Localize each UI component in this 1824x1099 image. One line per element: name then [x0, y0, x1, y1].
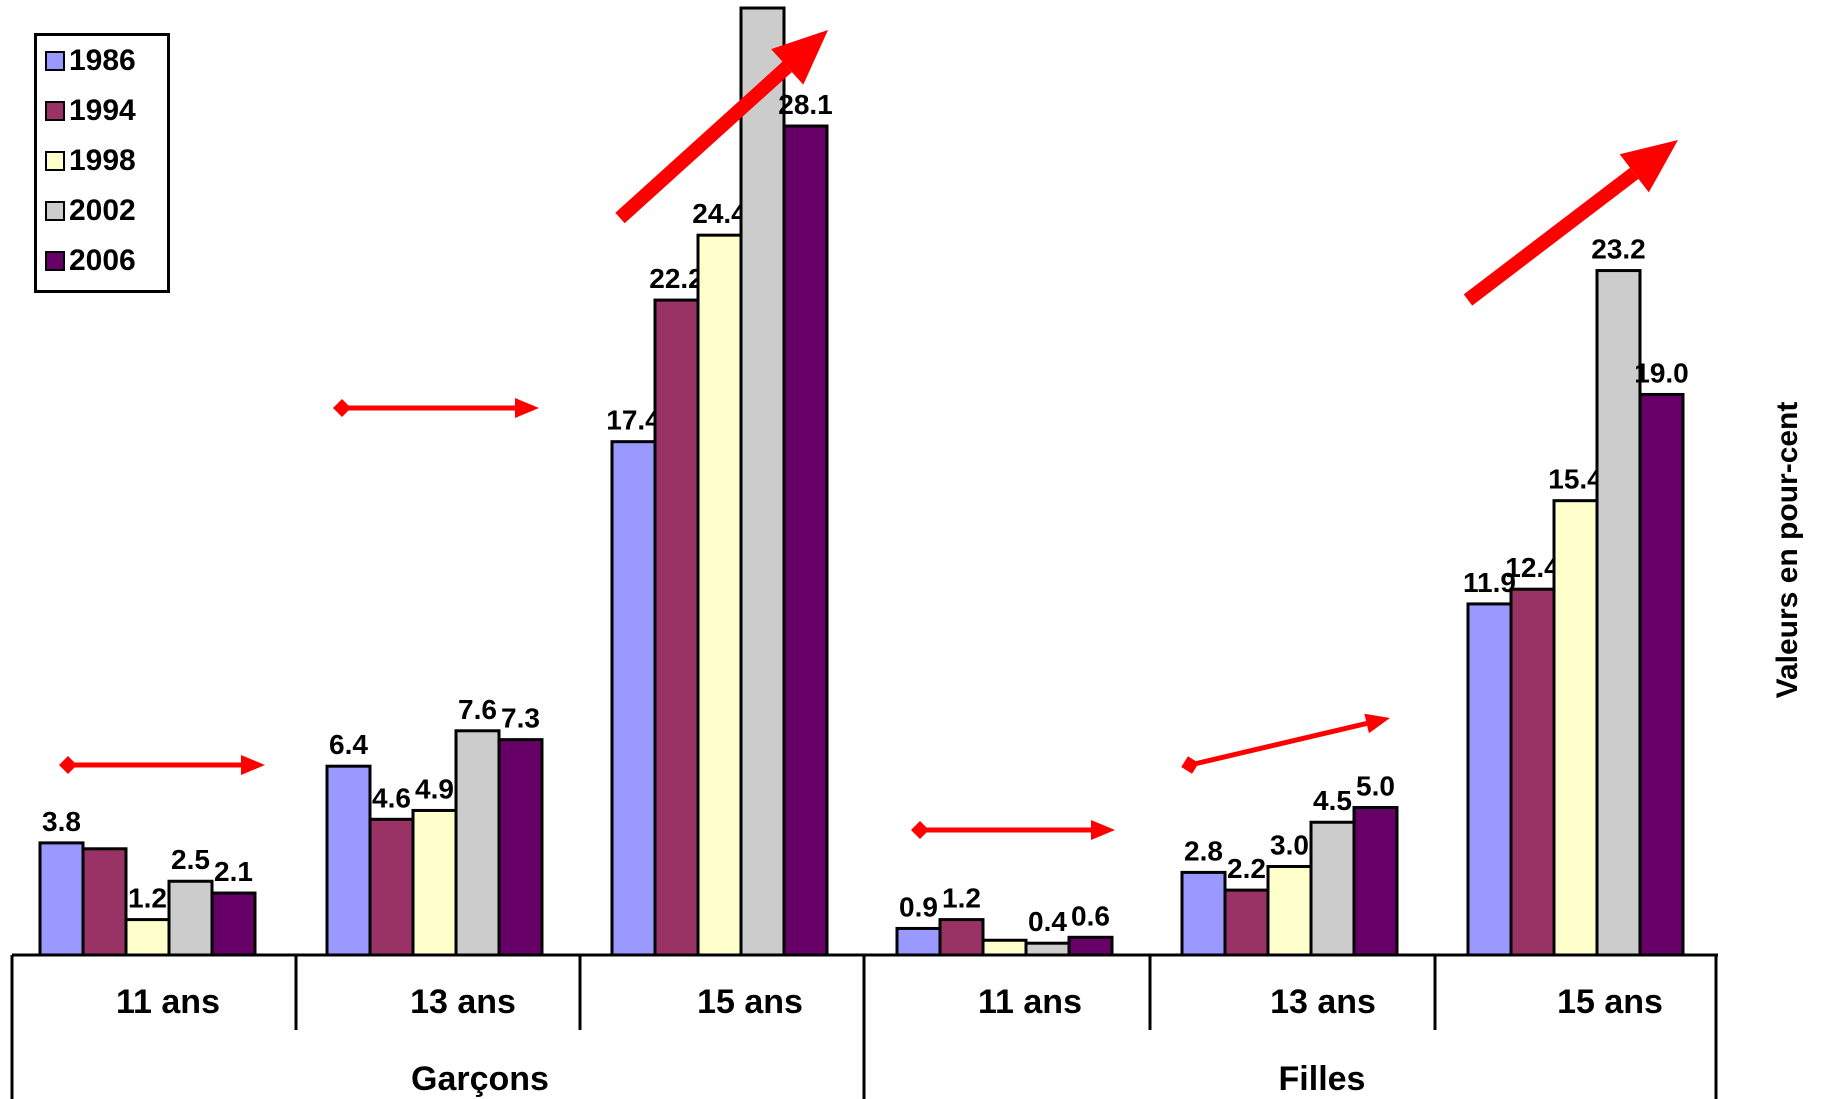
- bar-1994-5: [1223, 888, 1270, 957]
- category-label-3: 15 ans: [697, 983, 803, 1021]
- bar-2006-4: [1067, 935, 1114, 957]
- trend-arrow-tail-2: [333, 399, 351, 417]
- trend-arrow-5: [1189, 721, 1368, 768]
- category-label-5: 13 ans: [1270, 983, 1376, 1021]
- data-label-1994-6: 12.4: [1505, 552, 1560, 583]
- data-label-1994-5: 2.2: [1227, 853, 1266, 884]
- legend-item-2002: 2002: [37, 186, 167, 236]
- bar-1998-2: [411, 808, 458, 957]
- data-label-2002-5: 4.5: [1313, 785, 1352, 816]
- legend-label-1994: 1994: [69, 94, 136, 127]
- data-label-1998-6: 15.4: [1548, 464, 1603, 495]
- data-label-1986-2: 6.4: [329, 729, 368, 760]
- bar-2002-3: [739, 6, 786, 957]
- trend-arrow-head-3: [771, 30, 828, 85]
- bar-1986-1: [38, 841, 85, 957]
- data-label-2006-5: 5.0: [1356, 770, 1395, 801]
- legend-swatch-2006: [45, 251, 65, 271]
- data-label-1986-5: 2.8: [1184, 835, 1223, 866]
- legend-item-1998: 1998: [37, 136, 167, 186]
- data-label-2006-4: 0.6: [1071, 900, 1110, 931]
- category-label-1: 11 ans: [116, 983, 220, 1021]
- bar-1998-3: [696, 233, 743, 957]
- trend-arrow-6: [1463, 167, 1639, 306]
- bar-2006-5: [1352, 805, 1399, 957]
- data-label-2002-4: 0.4: [1028, 906, 1067, 937]
- data-label-2006-1: 2.1: [214, 856, 253, 887]
- data-label-2002-2: 7.6: [458, 694, 497, 725]
- trend-arrow-3: [615, 61, 792, 224]
- data-label-1986-4: 0.9: [899, 891, 938, 922]
- bar-2002-5: [1309, 820, 1356, 957]
- trend-arrow-head-6: [1619, 140, 1678, 193]
- data-label-1994-2: 4.6: [372, 782, 411, 813]
- data-label-2002-3: 32.1: [735, 0, 790, 2]
- bar-2006-3: [782, 124, 829, 957]
- data-label-1986-1: 3.8: [42, 806, 81, 837]
- bar-1998-5: [1266, 864, 1313, 957]
- bar-1998-4: [981, 938, 1028, 957]
- bar-1986-2: [325, 764, 372, 957]
- legend: 1986 1994 1998 2002 2006: [34, 33, 170, 293]
- trend-arrow-tail-5: [1181, 756, 1199, 774]
- category-label-4: 11 ans: [978, 983, 1082, 1021]
- trend-arrow-head-1: [241, 755, 265, 775]
- bar-1994-6: [1509, 587, 1556, 957]
- bar-1994-4: [938, 918, 985, 957]
- bar-2006-6: [1638, 392, 1685, 957]
- bar-2002-4: [1024, 941, 1071, 957]
- data-label-1998-1: 1.2: [128, 883, 167, 914]
- legend-swatch-2002: [45, 201, 65, 221]
- legend-label-1998: 1998: [69, 144, 136, 177]
- data-label-1994-4: 1.2: [942, 883, 981, 914]
- legend-label-2006: 2006: [69, 244, 136, 277]
- bar-2002-2: [454, 729, 501, 957]
- bar-2002-1: [167, 879, 214, 957]
- legend-swatch-1998: [45, 151, 65, 171]
- legend-item-2006: 2006: [37, 236, 167, 286]
- legend-swatch-1994: [45, 101, 65, 121]
- data-label-1994-3: 22.2: [649, 263, 704, 294]
- legend-item-1994: 1994: [37, 86, 167, 136]
- bar-1994-3: [653, 298, 700, 957]
- bar-1986-4: [895, 926, 942, 957]
- data-label-2002-6: 23.2: [1591, 234, 1646, 265]
- bar-1986-6: [1466, 602, 1513, 957]
- data-label-1998-5: 3.0: [1270, 829, 1309, 860]
- bar-1986-5: [1180, 870, 1227, 957]
- group-label-1: Garçons: [411, 1060, 549, 1098]
- bar-1998-1: [124, 918, 171, 957]
- data-label-2006-2: 7.3: [501, 703, 540, 734]
- data-label-1986-6: 11.9: [1463, 567, 1516, 598]
- y-axis-label: Valeurs en pour-cent: [1771, 401, 1804, 699]
- bar-1998-6: [1552, 499, 1599, 957]
- trend-arrow-head-2: [515, 398, 539, 418]
- bar-1994-1: [81, 847, 128, 957]
- trend-arrow-tail-4: [911, 821, 929, 839]
- legend-label-1986: 1986: [69, 44, 136, 77]
- data-label-1998-3: 24.4: [692, 198, 747, 229]
- bar-1994-2: [368, 817, 415, 957]
- bar-1986-3: [610, 440, 657, 957]
- trend-arrow-head-4: [1091, 820, 1115, 840]
- legend-label-2002: 2002: [69, 194, 136, 227]
- legend-swatch-1986: [45, 51, 65, 71]
- category-label-2: 13 ans: [410, 983, 516, 1021]
- legend-item-1986: 1986: [37, 36, 167, 86]
- bar-2002-6: [1595, 269, 1642, 957]
- data-label-1998-2: 4.9: [415, 773, 454, 804]
- data-label-2002-1: 2.5: [171, 844, 210, 875]
- bar-2006-2: [497, 738, 544, 957]
- trend-arrow-tail-1: [59, 756, 77, 774]
- category-label-6: 15 ans: [1557, 983, 1663, 1021]
- group-label-2: Filles: [1279, 1060, 1366, 1098]
- trend-arrow-head-5: [1364, 713, 1390, 734]
- data-label-1986-3: 17.4: [606, 405, 661, 436]
- bar-2006-1: [210, 891, 257, 957]
- data-label-2006-3: 28.1: [778, 89, 833, 120]
- data-label-2006-6: 19.0: [1634, 357, 1689, 388]
